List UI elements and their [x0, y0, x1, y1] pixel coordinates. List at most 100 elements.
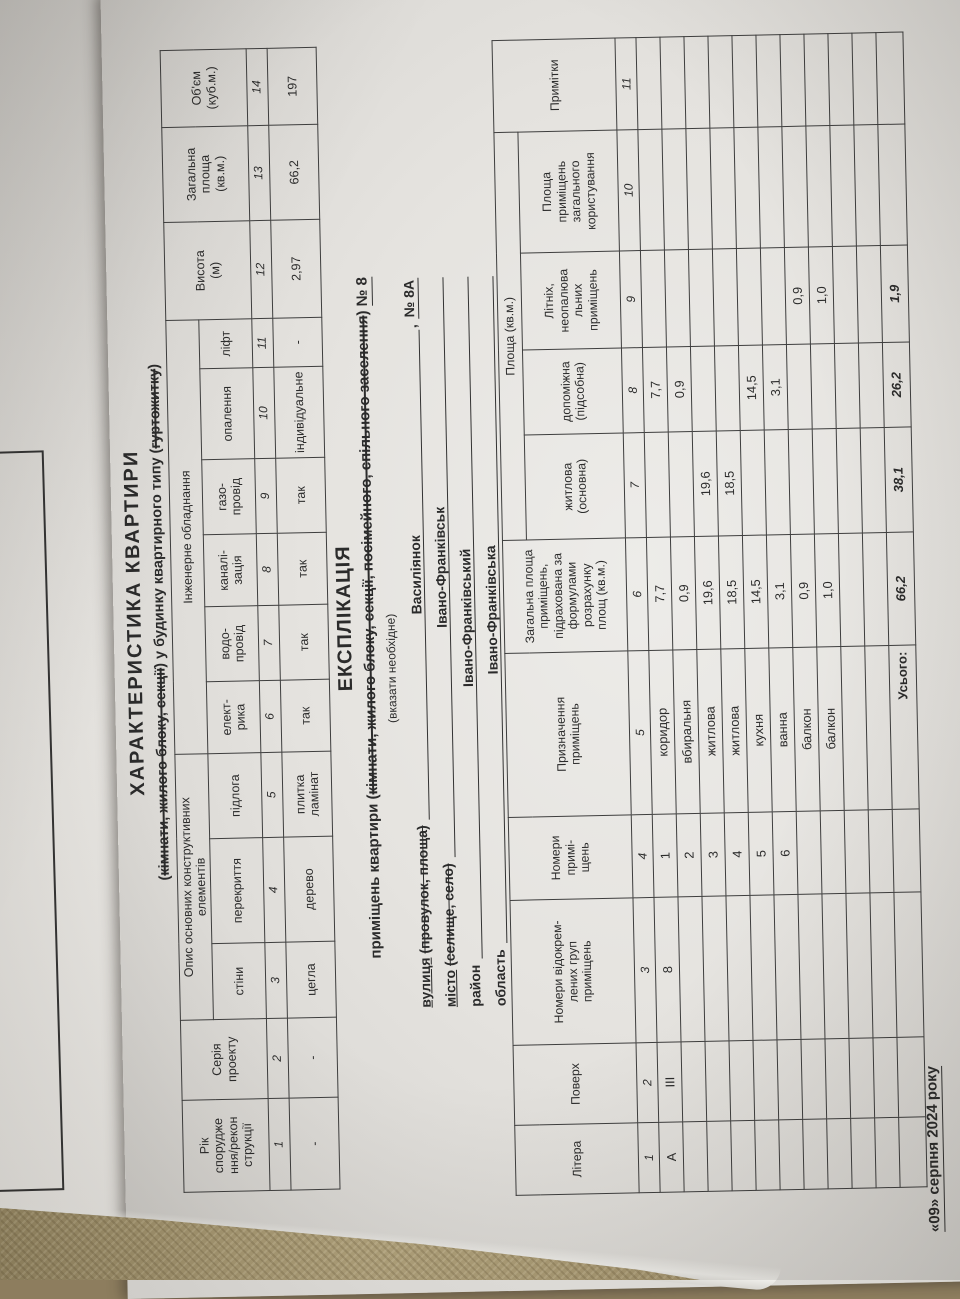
- value-cell: [827, 33, 854, 126]
- value-cell: [848, 1037, 875, 1119]
- value-cell: 197: [267, 47, 318, 126]
- value-cell: [764, 429, 791, 535]
- value-cell: 1,0: [814, 533, 841, 647]
- value-cell: [773, 894, 801, 1040]
- value-cell: [731, 35, 758, 128]
- column-number-cell: 8: [256, 533, 279, 606]
- value-cell: [688, 249, 715, 347]
- value-cell: так: [278, 604, 330, 681]
- value-cell: [664, 249, 691, 348]
- value-cell: [740, 430, 767, 536]
- subtitle-text: (: [156, 875, 174, 881]
- document-page: ХАРАКТЕРИСТИКА КВАРТИРИ (кімнати, жилого…: [100, 0, 960, 1299]
- struck-text: кімнати, жилого блоку, секції: [152, 667, 173, 876]
- value-cell: 3,1: [762, 344, 789, 431]
- value-cell: -: [289, 1097, 341, 1191]
- value-cell: цегла: [285, 941, 337, 1019]
- value-cell: [644, 432, 671, 538]
- value-cell: [820, 810, 846, 894]
- value-cell: [690, 346, 717, 432]
- value-cell: [836, 427, 863, 534]
- value-cell: [832, 246, 859, 344]
- header-cell: Призначення приміщень: [504, 650, 632, 818]
- total-value-cell: 66,2: [886, 531, 916, 646]
- value-cell: 5: [748, 811, 774, 896]
- total-label-cell: Усього:: [888, 644, 920, 810]
- value-cell: [730, 1120, 757, 1191]
- date-line: «09» серпня 2024 року: [923, 1065, 946, 1233]
- value-cell: [824, 1038, 851, 1119]
- header-cell: Загальна площа (кв.м.): [161, 125, 250, 223]
- value-cell: [872, 1037, 899, 1118]
- value-cell: [736, 248, 763, 346]
- value-cell: [776, 1039, 803, 1120]
- total-value-cell: [898, 1116, 928, 1188]
- header-cell: Висота (м): [163, 220, 252, 321]
- value-cell: коридор: [648, 649, 677, 815]
- header-cell: Номери відокрем- лених груп приміщень: [510, 897, 637, 1046]
- value-cell: ІІІ: [657, 1041, 683, 1123]
- value-cell: [850, 1117, 877, 1189]
- value-cell: [803, 33, 830, 127]
- characteristics-table: Рік спорудже ння/рекон струкції Серія про…: [160, 47, 341, 1193]
- value-cell: 0,9: [790, 533, 817, 648]
- value-cell: 7,7: [642, 347, 669, 433]
- header-cell: Серія проекту: [180, 1018, 269, 1101]
- value-cell: 14,5: [738, 345, 765, 431]
- value-cell: -: [272, 317, 323, 368]
- column-number-cell: 3: [632, 897, 658, 1043]
- value-cell: 2,97: [270, 219, 322, 319]
- column-number-cell: 10: [616, 129, 641, 252]
- value-cell: 19,6: [694, 535, 721, 650]
- value-cell: [778, 1119, 805, 1190]
- column-number-cell: 9: [254, 458, 278, 534]
- value-cell: так: [275, 457, 327, 534]
- value-cell: 0,9: [784, 247, 811, 345]
- struck-text: гуртожитку: [146, 368, 164, 449]
- column-number-cell: 14: [246, 48, 269, 126]
- header-cell: каналі- зація: [203, 533, 258, 607]
- value-cell: [821, 893, 849, 1039]
- header-cell: стіни: [211, 942, 267, 1020]
- value-cell: [829, 125, 857, 247]
- value-cell: [706, 1120, 733, 1192]
- column-number-cell: 5: [260, 752, 284, 838]
- value-cell: [712, 248, 739, 347]
- value-cell: [874, 1117, 901, 1188]
- value-cell: [797, 893, 825, 1040]
- value-cell: [869, 892, 897, 1038]
- value-cell: 0,9: [666, 346, 693, 433]
- column-number-cell: 7: [257, 605, 281, 681]
- header-cell: газо- провід: [201, 458, 257, 535]
- value-cell: ванна: [768, 647, 797, 812]
- value-cell: [714, 345, 741, 432]
- value-cell: [659, 36, 686, 130]
- header-cell: допоміжна (підсобна): [522, 347, 624, 436]
- value-cell: [779, 34, 806, 127]
- value-cell: [805, 125, 833, 248]
- column-number-cell: 13: [247, 125, 271, 221]
- value-cell: [786, 344, 813, 430]
- value-cell: 66,2: [268, 124, 320, 221]
- header-cell: опалення: [199, 367, 255, 460]
- value-cell: [677, 896, 706, 1042]
- value-cell: [733, 127, 761, 249]
- header-cell: Рік спорудже ння/рекон струкції: [182, 1098, 271, 1193]
- column-number-cell: 6: [259, 680, 282, 753]
- value-cell: [754, 1119, 781, 1191]
- value-cell: А: [658, 1121, 685, 1193]
- column-number-cell: 2: [266, 1018, 290, 1099]
- value-cell: плитка ламінат: [281, 751, 333, 838]
- value-cell: так: [277, 532, 328, 606]
- value-cell: [685, 128, 713, 250]
- value-cell: 2: [676, 813, 702, 897]
- value-cell: [728, 1040, 755, 1121]
- header-cell: Примітки: [491, 38, 617, 133]
- column-number-cell: 12: [249, 220, 273, 319]
- total-value-cell: [896, 1036, 926, 1118]
- column-number-cell: 3: [264, 942, 288, 1019]
- value-cell: [781, 126, 809, 248]
- value-cell: [800, 1038, 827, 1120]
- value-cell: [668, 431, 695, 537]
- value-cell: [661, 128, 689, 251]
